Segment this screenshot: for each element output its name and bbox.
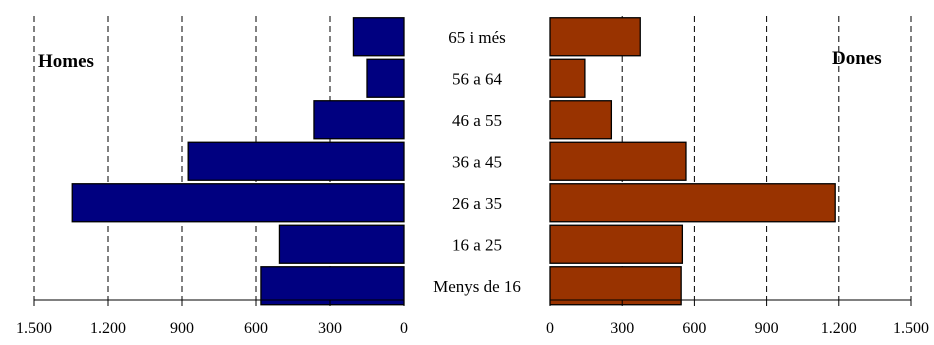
bar-dones xyxy=(549,224,684,264)
tick-label-right: 300 xyxy=(610,320,634,337)
bar-dones xyxy=(549,141,687,181)
bar-homes xyxy=(352,17,405,57)
tick-label-left: 300 xyxy=(318,320,342,337)
bar-homes xyxy=(260,266,405,306)
tick-label-left: 1.500 xyxy=(16,320,52,337)
bars xyxy=(71,17,836,306)
axes xyxy=(33,299,912,306)
tick-label-left: 600 xyxy=(244,320,268,337)
tick-label-right: 1.500 xyxy=(893,320,929,337)
category-labels: 65 i més 56 a 64 46 a 55 36 a 45 26 a 35 16 a… xyxy=(433,28,521,296)
bar-dones xyxy=(549,183,836,223)
tick-label-left: 1.200 xyxy=(90,320,126,337)
bar-homes xyxy=(278,224,405,264)
category-label: 36 a 45 xyxy=(452,152,502,171)
panel-title-homes: Homes xyxy=(38,51,94,72)
bar-dones xyxy=(549,266,682,306)
category-label: Menys de 16 xyxy=(433,277,521,296)
panel-title-dones: Dones xyxy=(832,48,882,69)
bar-dones xyxy=(549,17,641,57)
bar-homes xyxy=(366,58,405,98)
tick-label-left: 900 xyxy=(170,320,194,337)
bar-homes xyxy=(313,100,405,140)
tick-label-right: 900 xyxy=(755,320,779,337)
tick-label-right: 1.200 xyxy=(821,320,857,337)
category-label: 56 a 64 xyxy=(452,69,503,88)
tick-label-right: 0 xyxy=(546,320,554,337)
category-label: 46 a 55 xyxy=(452,111,502,130)
bar-homes xyxy=(187,141,405,181)
bar-dones xyxy=(549,100,613,140)
category-label: 65 i més xyxy=(448,28,506,47)
tick-label-right: 600 xyxy=(682,320,706,337)
bar-dones xyxy=(549,58,586,98)
category-label: 26 a 35 xyxy=(452,194,502,213)
bar-homes xyxy=(71,183,405,223)
category-label: 16 a 25 xyxy=(452,235,502,254)
tick-label-left: 0 xyxy=(400,320,408,337)
tick-labels: 1.500 1.200 900 600 300 0 0 300 600 900 1.200 1.500 xyxy=(16,320,929,337)
